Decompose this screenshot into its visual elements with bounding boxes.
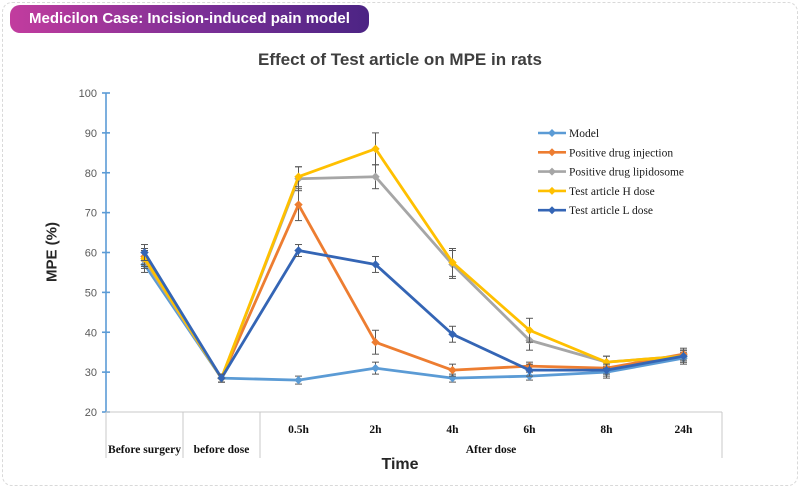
svg-text:90: 90 xyxy=(85,128,97,140)
svg-text:100: 100 xyxy=(79,88,97,100)
svg-text:4h: 4h xyxy=(446,424,459,436)
svg-text:6h: 6h xyxy=(523,424,536,436)
svg-text:80: 80 xyxy=(85,168,97,180)
svg-text:70: 70 xyxy=(85,208,97,220)
svg-text:2h: 2h xyxy=(369,424,382,436)
y-axis: 20 30 40 50 60 70 80 90 100 xyxy=(79,88,110,419)
svg-text:Positive drug injection: Positive drug injection xyxy=(569,147,673,159)
svg-text:before dose: before dose xyxy=(194,444,250,456)
svg-text:Model: Model xyxy=(569,128,599,140)
legend: Model Positive drug injection Positive dru… xyxy=(538,128,684,217)
svg-text:Positive drug lipidosome: Positive drug lipidosome xyxy=(569,167,684,179)
svg-text:8h: 8h xyxy=(600,424,613,436)
svg-text:40: 40 xyxy=(85,327,97,339)
svg-text:Before surgery: Before surgery xyxy=(108,444,181,456)
x-axis: Before surgery before dose 0.5h 2h 4h 6h 8h 24h… xyxy=(105,411,723,458)
svg-text:20: 20 xyxy=(85,407,97,419)
series-test-article-h-dose xyxy=(140,132,688,383)
case-banner: Medicilon Case: Incision-induced pain mo… xyxy=(10,5,369,33)
svg-text:Test article L dose: Test article L dose xyxy=(569,205,653,217)
svg-text:After dose: After dose xyxy=(466,444,517,456)
banner-label: Medicilon Case: Incision-induced pain mo… xyxy=(29,10,350,27)
svg-text:24h: 24h xyxy=(675,424,694,436)
series-positive-drug-injection xyxy=(140,188,688,383)
svg-text:0.5h: 0.5h xyxy=(288,424,309,436)
x-axis-title: Time xyxy=(381,456,419,473)
svg-text:50: 50 xyxy=(85,287,97,299)
series-test-article-l-dose xyxy=(140,244,688,383)
svg-text:60: 60 xyxy=(85,248,97,260)
svg-text:Test article H dose: Test article H dose xyxy=(569,186,655,198)
svg-text:30: 30 xyxy=(85,367,97,379)
chart-title: Effect of Test article on MPE in rats xyxy=(257,50,543,69)
